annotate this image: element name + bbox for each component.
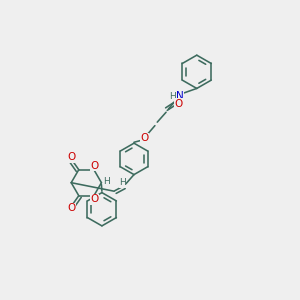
Text: O: O (140, 133, 148, 143)
Text: O: O (67, 152, 75, 162)
Text: H: H (169, 92, 176, 100)
Text: O: O (91, 161, 99, 171)
Text: N: N (176, 91, 184, 100)
Text: O: O (91, 194, 99, 204)
Text: H: H (119, 178, 126, 187)
Text: O: O (67, 203, 75, 213)
Text: O: O (175, 99, 183, 109)
Text: H: H (103, 177, 110, 186)
